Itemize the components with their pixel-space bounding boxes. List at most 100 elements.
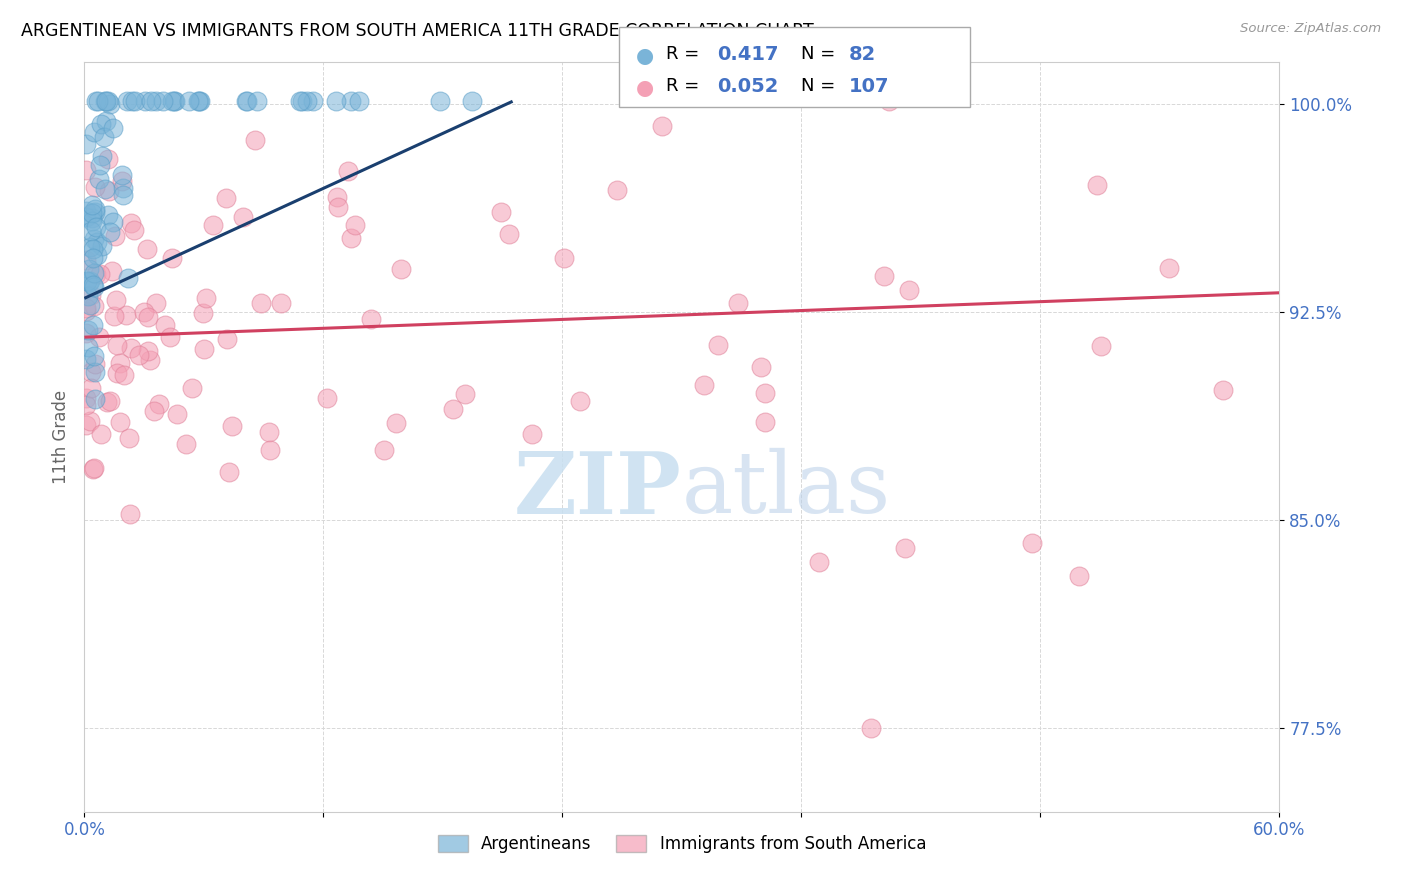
Point xyxy=(606,183,628,197)
Point xyxy=(153,318,176,333)
Point xyxy=(98,96,121,111)
Point xyxy=(75,136,97,151)
Point xyxy=(80,224,103,238)
Point xyxy=(288,95,311,109)
Point xyxy=(84,204,107,219)
Point xyxy=(177,95,200,109)
Point xyxy=(79,298,101,312)
Point xyxy=(259,443,281,458)
Point xyxy=(80,206,103,220)
Point xyxy=(360,311,382,326)
Point xyxy=(325,95,347,109)
Point xyxy=(103,120,125,135)
Point xyxy=(86,235,108,249)
Point xyxy=(86,248,108,262)
Point xyxy=(79,240,101,254)
Point xyxy=(162,95,184,109)
Point xyxy=(243,133,266,147)
Point xyxy=(76,273,98,287)
Point xyxy=(105,366,128,380)
Point xyxy=(250,295,273,310)
Point xyxy=(84,202,107,217)
Point xyxy=(75,326,97,340)
Point xyxy=(145,95,167,109)
Point xyxy=(98,394,121,409)
Point xyxy=(148,397,170,411)
Point xyxy=(489,204,512,219)
Point xyxy=(145,296,167,310)
Point xyxy=(82,251,104,265)
Point xyxy=(89,267,111,281)
Point xyxy=(336,164,359,178)
Point xyxy=(217,332,239,346)
Point xyxy=(82,462,104,476)
Point xyxy=(201,218,224,232)
Point xyxy=(693,378,716,392)
Point xyxy=(84,392,107,407)
Point xyxy=(75,398,97,412)
Point xyxy=(232,210,254,224)
Text: R =: R = xyxy=(666,77,706,95)
Point xyxy=(1157,261,1180,276)
Point xyxy=(97,184,120,198)
Point xyxy=(859,722,882,736)
Point xyxy=(83,299,105,313)
Point xyxy=(236,95,259,109)
Point xyxy=(80,364,103,378)
Point xyxy=(291,95,314,109)
Point xyxy=(749,359,772,374)
Point xyxy=(75,252,97,267)
Text: 0.052: 0.052 xyxy=(717,77,779,95)
Point xyxy=(77,289,100,303)
Point xyxy=(84,267,107,281)
Point xyxy=(461,95,484,109)
Point xyxy=(82,243,104,257)
Point xyxy=(75,417,97,432)
Point xyxy=(87,171,110,186)
Point xyxy=(873,268,896,283)
Point xyxy=(190,95,212,109)
Point xyxy=(84,219,107,234)
Point xyxy=(111,188,134,202)
Point xyxy=(385,417,408,431)
Point xyxy=(316,391,339,405)
Point xyxy=(82,318,104,332)
Point xyxy=(343,219,366,233)
Point xyxy=(128,348,150,362)
Text: atlas: atlas xyxy=(682,448,891,531)
Point xyxy=(132,304,155,318)
Point xyxy=(553,251,575,265)
Text: ARGENTINEAN VS IMMIGRANTS FROM SOUTH AMERICA 11TH GRADE CORRELATION CHART: ARGENTINEAN VS IMMIGRANTS FROM SOUTH AME… xyxy=(21,22,814,40)
Point xyxy=(727,296,749,310)
Point xyxy=(76,323,98,337)
Point xyxy=(191,306,214,320)
Point xyxy=(94,95,117,109)
Point xyxy=(90,426,112,441)
Point xyxy=(112,368,135,382)
Point xyxy=(454,386,477,401)
Point xyxy=(152,95,174,109)
Point xyxy=(87,329,110,343)
Point xyxy=(111,169,134,183)
Point xyxy=(115,95,138,109)
Point xyxy=(754,415,776,429)
Point xyxy=(162,95,184,109)
Point xyxy=(325,190,347,204)
Point xyxy=(1212,383,1234,397)
Point xyxy=(162,251,184,265)
Point xyxy=(111,180,134,194)
Point xyxy=(218,466,240,480)
Point xyxy=(104,228,127,243)
Point xyxy=(429,95,451,109)
Point xyxy=(103,310,125,324)
Point xyxy=(1085,178,1108,193)
Point xyxy=(83,125,105,139)
Point xyxy=(1069,569,1091,583)
Point xyxy=(897,283,920,297)
Point xyxy=(83,461,105,475)
Point xyxy=(166,407,188,421)
Point xyxy=(270,296,292,310)
Point xyxy=(246,95,269,109)
Point xyxy=(347,95,370,109)
Point xyxy=(80,213,103,227)
